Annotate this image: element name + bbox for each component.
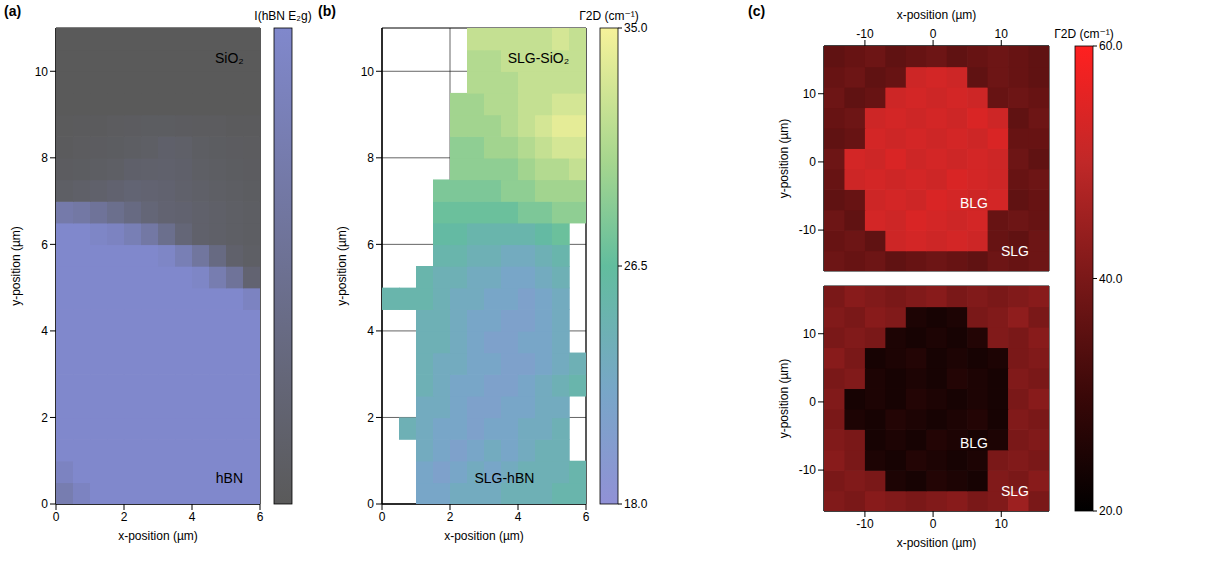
svg-text:2: 2 bbox=[121, 510, 128, 524]
svg-text:y-position (µm): y-position (µm) bbox=[777, 359, 791, 439]
svg-text:10: 10 bbox=[803, 87, 817, 101]
svg-text:4: 4 bbox=[41, 324, 48, 338]
svg-text:Γ2D (cm⁻¹): Γ2D (cm⁻¹) bbox=[579, 9, 639, 23]
svg-text:6: 6 bbox=[257, 510, 264, 524]
svg-text:(b): (b) bbox=[318, 3, 336, 19]
svg-text:20.0: 20.0 bbox=[1099, 504, 1123, 518]
svg-text:SLG-hBN: SLG-hBN bbox=[474, 470, 534, 486]
svg-text:10: 10 bbox=[361, 65, 375, 79]
svg-text:y-position (µm): y-position (µm) bbox=[777, 119, 791, 199]
svg-text:y-position (µm): y-position (µm) bbox=[335, 226, 349, 306]
svg-text:(c): (c) bbox=[748, 3, 765, 19]
svg-text:(a): (a) bbox=[4, 3, 21, 19]
svg-text:10: 10 bbox=[995, 27, 1009, 41]
svg-text:8: 8 bbox=[367, 151, 374, 165]
svg-text:I(hBN E₂g): I(hBN E₂g) bbox=[254, 9, 311, 23]
svg-text:0: 0 bbox=[809, 395, 816, 409]
svg-text:4: 4 bbox=[515, 510, 522, 524]
svg-text:SiO₂: SiO₂ bbox=[215, 50, 244, 66]
svg-text:0: 0 bbox=[809, 155, 816, 169]
svg-text:x-position (µm): x-position (µm) bbox=[118, 529, 198, 543]
svg-text:10: 10 bbox=[995, 517, 1009, 531]
svg-text:4: 4 bbox=[367, 324, 374, 338]
svg-text:x-position (µm): x-position (µm) bbox=[444, 529, 524, 543]
svg-text:2: 2 bbox=[447, 510, 454, 524]
svg-text:6: 6 bbox=[41, 238, 48, 252]
svg-text:-10: -10 bbox=[799, 463, 817, 477]
svg-text:10: 10 bbox=[803, 327, 817, 341]
svg-text:-10: -10 bbox=[856, 517, 874, 531]
svg-text:60.0: 60.0 bbox=[1099, 39, 1123, 53]
svg-text:hBN: hBN bbox=[216, 470, 243, 486]
svg-text:SLG: SLG bbox=[1001, 483, 1029, 499]
svg-text:0: 0 bbox=[41, 497, 48, 511]
svg-text:0: 0 bbox=[930, 517, 937, 531]
svg-text:0: 0 bbox=[379, 510, 386, 524]
svg-text:0: 0 bbox=[930, 27, 937, 41]
svg-text:x-position (µm): x-position (µm) bbox=[897, 8, 977, 22]
svg-text:10: 10 bbox=[35, 65, 49, 79]
svg-text:-10: -10 bbox=[799, 223, 817, 237]
svg-text:-10: -10 bbox=[856, 27, 874, 41]
svg-text:BLG: BLG bbox=[960, 195, 988, 211]
svg-text:26.5: 26.5 bbox=[624, 259, 648, 273]
svg-text:8: 8 bbox=[41, 151, 48, 165]
svg-text:SLG-SiO₂: SLG-SiO₂ bbox=[508, 50, 569, 66]
svg-text:4: 4 bbox=[189, 510, 196, 524]
svg-text:2: 2 bbox=[367, 411, 374, 425]
svg-text:Γ2D (cm⁻¹): Γ2D (cm⁻¹) bbox=[1054, 27, 1114, 41]
svg-text:6: 6 bbox=[583, 510, 590, 524]
svg-text:18.0: 18.0 bbox=[624, 497, 648, 511]
svg-text:35.0: 35.0 bbox=[624, 21, 648, 35]
svg-text:0: 0 bbox=[367, 497, 374, 511]
svg-text:SLG: SLG bbox=[1001, 243, 1029, 259]
svg-text:y-position (µm): y-position (µm) bbox=[9, 226, 23, 306]
svg-text:x-position (µm): x-position (µm) bbox=[897, 536, 977, 550]
svg-text:2: 2 bbox=[41, 411, 48, 425]
svg-text:40.0: 40.0 bbox=[1099, 272, 1123, 286]
svg-text:6: 6 bbox=[367, 238, 374, 252]
svg-text:BLG: BLG bbox=[960, 435, 988, 451]
svg-text:0: 0 bbox=[53, 510, 60, 524]
